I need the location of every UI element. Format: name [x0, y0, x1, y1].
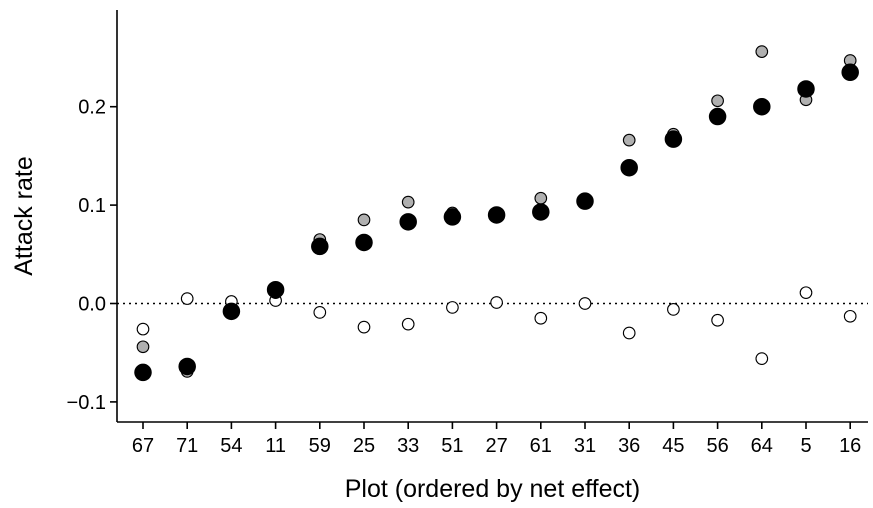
x-tick-label: 33 [397, 435, 419, 457]
x-axis-title: Plot (ordered by net effect) [345, 475, 641, 503]
x-tick-label: 27 [485, 435, 507, 457]
x-tick-label: 61 [530, 435, 552, 457]
point-open [755, 352, 769, 365]
y-tick-label: 0.2 [78, 97, 106, 119]
y-tick-label: −0.1 [67, 392, 106, 414]
point-open [843, 309, 857, 323]
point-open [313, 306, 327, 319]
x-tick-label: 11 [265, 435, 286, 457]
point-grey [622, 133, 636, 147]
point-filled [178, 357, 196, 376]
point-filled [355, 233, 373, 252]
point-filled [576, 192, 594, 210]
x-tick-label: 56 [706, 435, 728, 457]
point-open [711, 313, 724, 327]
point-open [180, 292, 194, 305]
point-open [136, 322, 150, 336]
x-tick-label: 5 [800, 435, 811, 457]
point-grey [534, 191, 548, 205]
x-tick-label: 51 [441, 435, 463, 457]
x-tick-label: 25 [353, 435, 375, 457]
point-filled [797, 80, 815, 98]
y-tick-label: 0.0 [78, 294, 106, 316]
x-tick-label: 59 [309, 435, 331, 457]
x-tick-label: 16 [839, 435, 861, 457]
x-tick-label: 36 [618, 435, 640, 457]
point-filled [841, 63, 859, 82]
axes: −0.1 0.0 0.1 0.2 67 71 54 11 59 25 33 51 27 61 31 36 45 5… [67, 10, 868, 457]
point-filled [487, 206, 506, 224]
point-open [401, 317, 415, 331]
x-tick-label: 67 [132, 435, 154, 457]
x-tick-label: 71 [176, 435, 198, 457]
point-filled [664, 130, 683, 148]
x-tick-label: 54 [220, 435, 242, 457]
point-filled [708, 107, 727, 126]
x-tick-label: 31 [574, 435, 596, 457]
point-filled [532, 203, 550, 221]
point-open [578, 297, 592, 310]
point-filled [753, 97, 771, 116]
y-axis-title: Attack rate [10, 156, 38, 276]
y-tick-label: 0.1 [78, 195, 106, 217]
point-grey [711, 94, 724, 108]
point-grey [136, 340, 150, 354]
point-open [667, 303, 680, 316]
point-grey [357, 213, 371, 227]
x-tick-label: 45 [662, 435, 684, 457]
point-open [799, 286, 813, 300]
point-open [357, 320, 371, 334]
point-filled [266, 280, 285, 299]
point-open [622, 326, 636, 340]
point-grey [755, 45, 769, 58]
point-filled [134, 363, 152, 382]
point-filled [311, 237, 329, 256]
point-filled [620, 158, 638, 177]
point-open [446, 301, 459, 314]
point-grey [401, 195, 415, 209]
point-filled [222, 302, 241, 321]
point-open [490, 296, 503, 309]
data-points [134, 45, 859, 382]
point-filled [399, 213, 417, 231]
x-tick-label: 64 [751, 435, 773, 457]
point-filled [443, 208, 462, 226]
point-open [534, 311, 548, 325]
